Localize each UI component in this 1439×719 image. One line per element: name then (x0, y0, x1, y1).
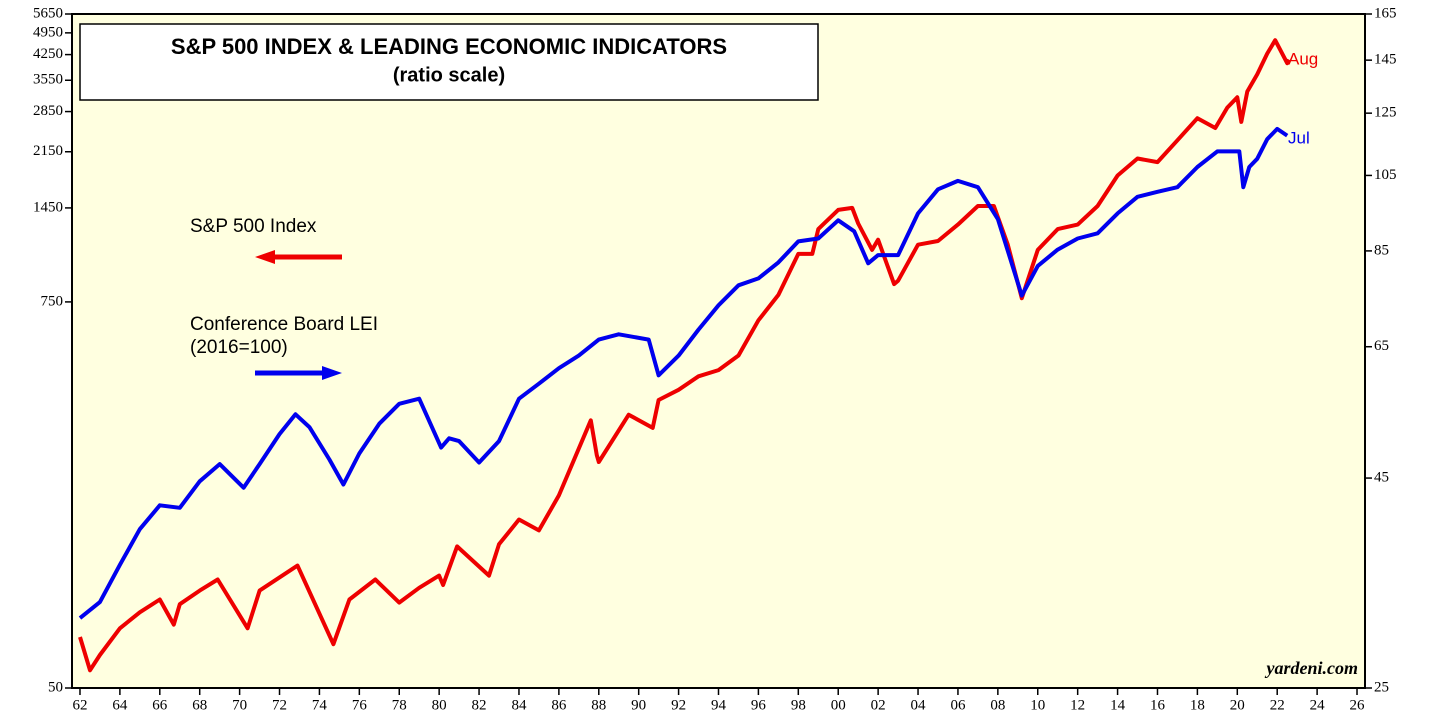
x-tick-label: 92 (671, 697, 686, 713)
chart-title: S&P 500 INDEX & LEADING ECONOMIC INDICAT… (171, 34, 727, 59)
y2-tick-label: 45 (1374, 469, 1389, 485)
x-tick-label: 70 (232, 697, 247, 713)
legend-arrowhead (255, 250, 275, 264)
x-tick-label: 62 (72, 697, 87, 713)
x-tick-label: 26 (1350, 697, 1366, 713)
x-tick-label: 90 (631, 697, 646, 713)
x-tick-label: 98 (791, 697, 806, 713)
x-tick-label: 74 (312, 697, 328, 713)
x-tick-label: 94 (711, 697, 727, 713)
x-tick-label: 18 (1190, 697, 1205, 713)
y-tick-label: 750 (41, 293, 64, 309)
x-tick-label: 84 (511, 697, 527, 713)
y-tick-label: 3550 (33, 72, 63, 88)
legend-note: (2016=100) (190, 337, 288, 358)
y2-tick-label: 85 (1374, 242, 1389, 258)
x-tick-label: 00 (831, 697, 846, 713)
x-tick-label: 22 (1270, 697, 1285, 713)
y2-tick-label: 165 (1374, 5, 1397, 21)
y2-tick-label: 25 (1374, 679, 1389, 695)
end-label: Aug (1288, 49, 1318, 68)
x-tick-label: 66 (152, 697, 168, 713)
source: yardeni.com (1265, 658, 1359, 678)
y2-tick-label: 145 (1374, 52, 1397, 68)
y2-tick-label: 105 (1374, 167, 1397, 183)
x-tick-label: 12 (1070, 697, 1085, 713)
x-tick-label: 68 (192, 697, 207, 713)
y-tick-label: 4950 (33, 24, 63, 40)
series-line (78, 38, 1291, 673)
x-tick-label: 64 (112, 697, 128, 713)
x-tick-label: 14 (1110, 697, 1126, 713)
plot-area (71, 13, 1366, 689)
y-tick-label: 5650 (33, 5, 63, 21)
x-tick-label: 80 (432, 697, 447, 713)
x-tick-label: 96 (751, 697, 767, 713)
x-tick-label: 24 (1310, 697, 1326, 713)
y-tick-label: 2850 (33, 103, 63, 119)
x-tick-label: 16 (1150, 697, 1166, 713)
y-tick-label: 2150 (33, 143, 63, 159)
series-line (78, 126, 1289, 620)
y2-tick-label: 65 (1374, 338, 1389, 354)
end-label: Jul (1288, 128, 1310, 147)
legend-label: Conference Board LEI (190, 314, 378, 335)
legend-label: S&P 500 Index (190, 216, 317, 237)
x-tick-label: 08 (990, 697, 1005, 713)
legend-arrowhead (322, 366, 342, 380)
x-tick-label: 76 (352, 697, 368, 713)
x-tick-label: 10 (1030, 697, 1045, 713)
x-tick-label: 06 (950, 697, 966, 713)
y-tick-label: 4250 (33, 46, 63, 62)
chart-subtitle: (ratio scale) (393, 64, 505, 86)
x-tick-label: 02 (871, 697, 886, 713)
y2-tick-label: 125 (1374, 105, 1397, 121)
x-tick-label: 86 (551, 697, 567, 713)
title-box (79, 23, 819, 101)
y-tick-label: 1450 (33, 199, 63, 215)
x-tick-label: 88 (591, 697, 606, 713)
x-tick-label: 20 (1230, 697, 1245, 713)
x-tick-label: 04 (911, 697, 927, 713)
y-tick-label: 50 (48, 679, 63, 695)
x-tick-label: 72 (272, 697, 287, 713)
x-tick-label: 78 (392, 697, 407, 713)
x-tick-label: 82 (472, 697, 487, 713)
